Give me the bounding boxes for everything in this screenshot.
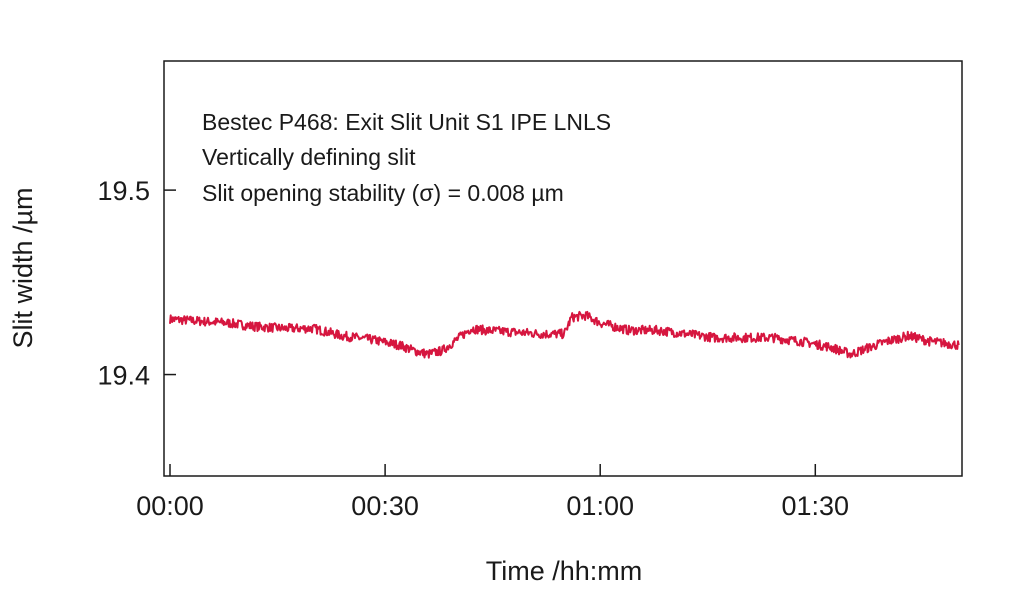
x-axis-ticks: 00:00 00:30 01:00 01:30 — [136, 464, 849, 521]
x-tick-label: 01:00 — [566, 491, 634, 521]
x-tick-label: 00:30 — [351, 491, 419, 521]
y-axis-ticks: 19.4 19.5 — [97, 176, 176, 391]
plot-frame — [163, 60, 963, 477]
x-tick-label: 01:30 — [782, 491, 850, 521]
series-line-0 — [169, 310, 960, 359]
annotation-line-3: Slit opening stability (σ) = 0.008 µm — [202, 180, 564, 206]
x-tick-label: 00:00 — [136, 491, 204, 521]
y-tick-label: 19.5 — [97, 176, 150, 206]
series-layer — [169, 310, 960, 359]
y-axis-title: Slit width /µm — [8, 187, 38, 348]
y-tick-label: 19.4 — [97, 361, 150, 391]
annotation-line-2: Vertically defining slit — [202, 144, 416, 170]
x-axis-title: Time /hh:mm — [486, 556, 643, 586]
annotation-block: Bestec P468: Exit Slit Unit S1 IPE LNLS … — [202, 109, 611, 206]
annotation-line-1: Bestec P468: Exit Slit Unit S1 IPE LNLS — [202, 109, 611, 135]
